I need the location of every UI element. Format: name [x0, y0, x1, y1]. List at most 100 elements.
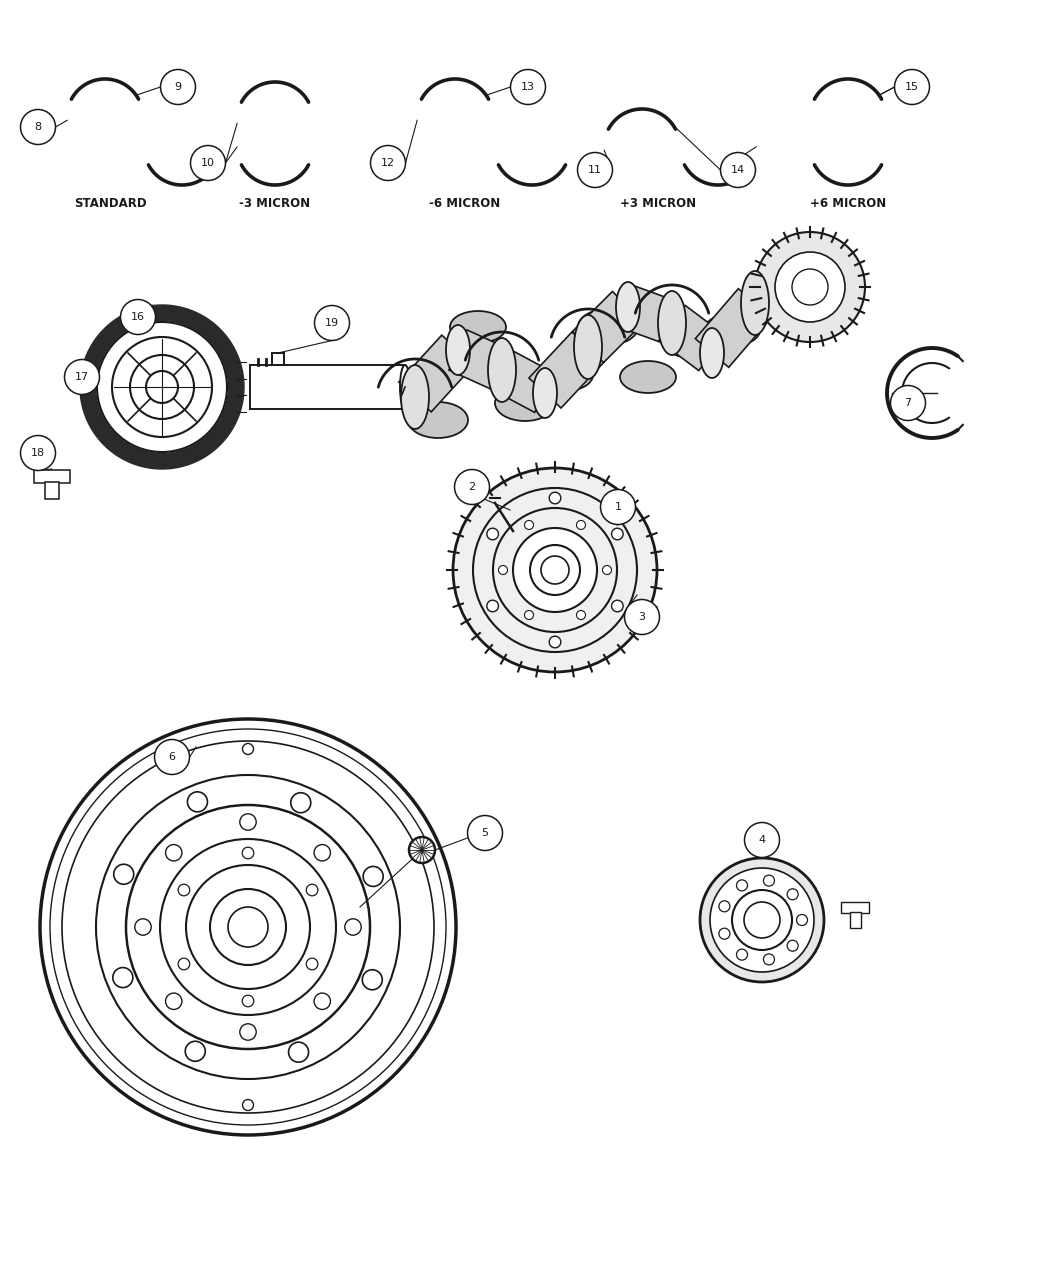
Text: STANDARD: STANDARD — [74, 198, 146, 210]
Text: 5: 5 — [482, 827, 488, 838]
Circle shape — [160, 839, 336, 1015]
Bar — [849, 912, 861, 928]
Text: 19: 19 — [324, 317, 339, 328]
Ellipse shape — [658, 291, 686, 354]
Text: 11: 11 — [588, 164, 602, 175]
Ellipse shape — [704, 314, 760, 346]
Circle shape — [121, 300, 155, 334]
Circle shape — [166, 993, 182, 1010]
Ellipse shape — [620, 361, 676, 393]
Circle shape — [130, 354, 194, 419]
Circle shape — [289, 1042, 309, 1062]
Circle shape — [178, 959, 190, 970]
Circle shape — [797, 914, 807, 926]
Circle shape — [611, 528, 623, 539]
Circle shape — [890, 385, 925, 421]
Circle shape — [126, 805, 370, 1049]
Circle shape — [410, 836, 435, 863]
Circle shape — [307, 884, 318, 896]
Circle shape — [314, 993, 331, 1010]
Circle shape — [487, 528, 499, 539]
Circle shape — [362, 970, 382, 989]
Circle shape — [736, 949, 748, 960]
Text: 2: 2 — [468, 482, 476, 492]
Bar — [45, 482, 59, 499]
Bar — [841, 901, 869, 913]
Text: -3 MICRON: -3 MICRON — [239, 198, 311, 210]
Ellipse shape — [741, 272, 769, 335]
Circle shape — [541, 556, 569, 584]
Circle shape — [719, 928, 730, 940]
Circle shape — [499, 566, 507, 575]
Circle shape — [549, 492, 561, 504]
Circle shape — [97, 323, 227, 453]
Circle shape — [625, 599, 659, 635]
Text: 6: 6 — [168, 752, 175, 762]
Circle shape — [96, 775, 400, 1079]
Circle shape — [186, 864, 310, 989]
Circle shape — [494, 507, 617, 632]
Circle shape — [190, 145, 226, 181]
Circle shape — [732, 890, 792, 950]
Ellipse shape — [533, 368, 556, 418]
Text: 9: 9 — [174, 82, 182, 92]
Polygon shape — [529, 332, 604, 408]
Ellipse shape — [446, 325, 470, 375]
Circle shape — [576, 611, 586, 620]
Circle shape — [50, 729, 446, 1125]
Ellipse shape — [488, 338, 516, 402]
Circle shape — [775, 252, 845, 323]
Ellipse shape — [616, 282, 640, 332]
Circle shape — [178, 884, 190, 896]
Circle shape — [228, 907, 268, 947]
Circle shape — [243, 847, 254, 859]
Circle shape — [363, 867, 383, 886]
Circle shape — [62, 741, 434, 1113]
Text: +3 MICRON: +3 MICRON — [620, 198, 696, 210]
Circle shape — [719, 901, 730, 912]
Circle shape — [578, 153, 612, 187]
Text: 14: 14 — [731, 164, 746, 175]
Circle shape — [371, 145, 405, 181]
Circle shape — [513, 528, 597, 612]
Circle shape — [344, 919, 361, 935]
Circle shape — [188, 792, 208, 812]
Circle shape — [525, 611, 533, 620]
Circle shape — [603, 566, 611, 575]
Circle shape — [792, 269, 828, 305]
Circle shape — [455, 469, 489, 505]
Circle shape — [744, 822, 779, 858]
Circle shape — [161, 70, 195, 105]
Text: 17: 17 — [75, 372, 89, 382]
Ellipse shape — [574, 315, 602, 379]
Circle shape — [112, 968, 133, 988]
Text: 13: 13 — [521, 82, 536, 92]
Polygon shape — [80, 305, 244, 469]
Circle shape — [239, 813, 256, 830]
Circle shape — [472, 488, 637, 652]
Polygon shape — [449, 330, 511, 390]
Text: 10: 10 — [201, 158, 215, 168]
Circle shape — [291, 793, 311, 812]
Circle shape — [611, 601, 623, 612]
Ellipse shape — [700, 328, 724, 377]
Polygon shape — [695, 288, 772, 367]
Text: -6 MICRON: -6 MICRON — [429, 198, 501, 210]
Circle shape — [467, 816, 503, 850]
Circle shape — [243, 996, 254, 1007]
Circle shape — [487, 601, 499, 612]
Circle shape — [315, 306, 350, 340]
Text: 7: 7 — [904, 398, 911, 408]
Text: 3: 3 — [638, 612, 646, 622]
Polygon shape — [658, 306, 726, 371]
Text: 12: 12 — [381, 158, 395, 168]
Text: 4: 4 — [758, 835, 765, 845]
Circle shape — [210, 889, 286, 965]
Ellipse shape — [495, 385, 555, 421]
Ellipse shape — [408, 402, 468, 439]
Circle shape — [755, 232, 865, 342]
Circle shape — [146, 371, 178, 403]
Polygon shape — [572, 292, 644, 362]
Circle shape — [134, 919, 151, 935]
Circle shape — [788, 889, 798, 900]
